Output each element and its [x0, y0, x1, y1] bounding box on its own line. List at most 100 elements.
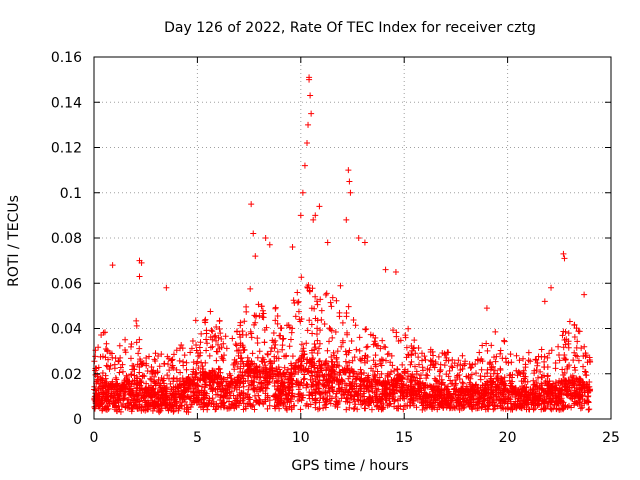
roti-point	[188, 345, 195, 352]
roti-point	[575, 328, 582, 335]
roti-point	[155, 353, 162, 360]
roti-point	[474, 399, 481, 406]
roti-point	[148, 376, 155, 383]
roti-point	[286, 384, 293, 391]
roti-point	[437, 361, 444, 368]
roti-point	[136, 273, 143, 280]
roti-point	[391, 367, 398, 374]
roti-point	[276, 386, 283, 393]
roti-point	[169, 364, 176, 371]
roti-point	[175, 384, 182, 391]
roti-point	[442, 351, 449, 358]
roti-point	[142, 397, 149, 404]
roti-point	[158, 351, 165, 358]
roti-point	[548, 406, 555, 413]
roti-point	[178, 402, 185, 409]
roti-point	[408, 352, 415, 359]
roti-point	[199, 383, 206, 390]
roti-point	[561, 355, 568, 362]
roti-point	[196, 376, 203, 383]
roti-point	[134, 406, 141, 413]
roti-point	[97, 353, 104, 360]
roti-point	[283, 391, 290, 398]
roti-point	[170, 403, 177, 410]
roti-point	[440, 403, 447, 410]
roti-point	[127, 383, 134, 390]
roti-point	[564, 380, 571, 387]
roti-point	[166, 375, 173, 382]
roti-point	[241, 318, 248, 325]
roti-point	[542, 405, 549, 412]
roti-point	[134, 381, 141, 388]
roti-point	[293, 377, 300, 384]
roti-point	[560, 406, 567, 413]
roti-point	[307, 92, 314, 99]
roti-point	[290, 297, 297, 304]
roti-point	[501, 338, 508, 345]
roti-point	[336, 372, 343, 379]
roti-point	[126, 390, 133, 397]
roti-point	[562, 383, 569, 390]
roti-point	[504, 404, 511, 411]
roti-point	[382, 357, 389, 364]
roti-point	[402, 386, 409, 393]
roti-point	[143, 403, 150, 410]
roti-point	[352, 322, 359, 329]
roti-point	[224, 405, 231, 412]
roti-point	[124, 385, 131, 392]
roti-point	[142, 385, 149, 392]
roti-point	[535, 398, 542, 405]
roti-point	[305, 282, 312, 289]
roti-point	[176, 357, 183, 364]
roti-point	[578, 402, 585, 409]
roti-point	[443, 357, 450, 364]
roti-point	[443, 371, 450, 378]
roti-point	[396, 372, 403, 379]
roti-point	[421, 353, 428, 360]
roti-point	[525, 392, 532, 399]
roti-point	[450, 390, 457, 397]
roti-point	[363, 384, 370, 391]
roti-point	[498, 405, 505, 412]
roti-point	[221, 352, 228, 359]
roti-point	[145, 390, 152, 397]
roti-point	[208, 385, 215, 392]
roti-point	[430, 352, 437, 359]
roti-point	[121, 377, 128, 384]
roti-point	[159, 377, 166, 384]
roti-point	[318, 307, 325, 314]
roti-point	[298, 362, 305, 369]
roti-point	[260, 356, 267, 363]
roti-point	[115, 399, 122, 406]
roti-point	[179, 345, 186, 352]
roti-point	[127, 355, 134, 362]
roti-point	[419, 406, 426, 413]
roti-point	[367, 331, 374, 338]
roti-point	[152, 382, 159, 389]
roti-point	[556, 394, 563, 401]
roti-point	[537, 368, 544, 375]
roti-point	[163, 384, 170, 391]
roti-point	[300, 376, 307, 383]
roti-point	[435, 353, 442, 360]
roti-point	[102, 389, 109, 396]
roti-point	[525, 357, 532, 364]
roti-point	[365, 376, 372, 383]
roti-point	[136, 364, 143, 371]
roti-point	[143, 380, 150, 387]
roti-point	[247, 285, 254, 292]
roti-point	[170, 365, 177, 372]
roti-point	[204, 406, 211, 413]
roti-point	[532, 356, 539, 363]
roti-point	[252, 313, 259, 320]
roti-point	[257, 373, 264, 380]
roti-point	[498, 393, 505, 400]
roti-point	[270, 330, 277, 337]
roti-point	[560, 250, 567, 257]
roti-point	[465, 389, 472, 396]
roti-point	[379, 381, 386, 388]
roti-point	[516, 357, 523, 364]
roti-point	[196, 392, 203, 399]
roti-point	[320, 405, 327, 412]
roti-point	[245, 400, 252, 407]
